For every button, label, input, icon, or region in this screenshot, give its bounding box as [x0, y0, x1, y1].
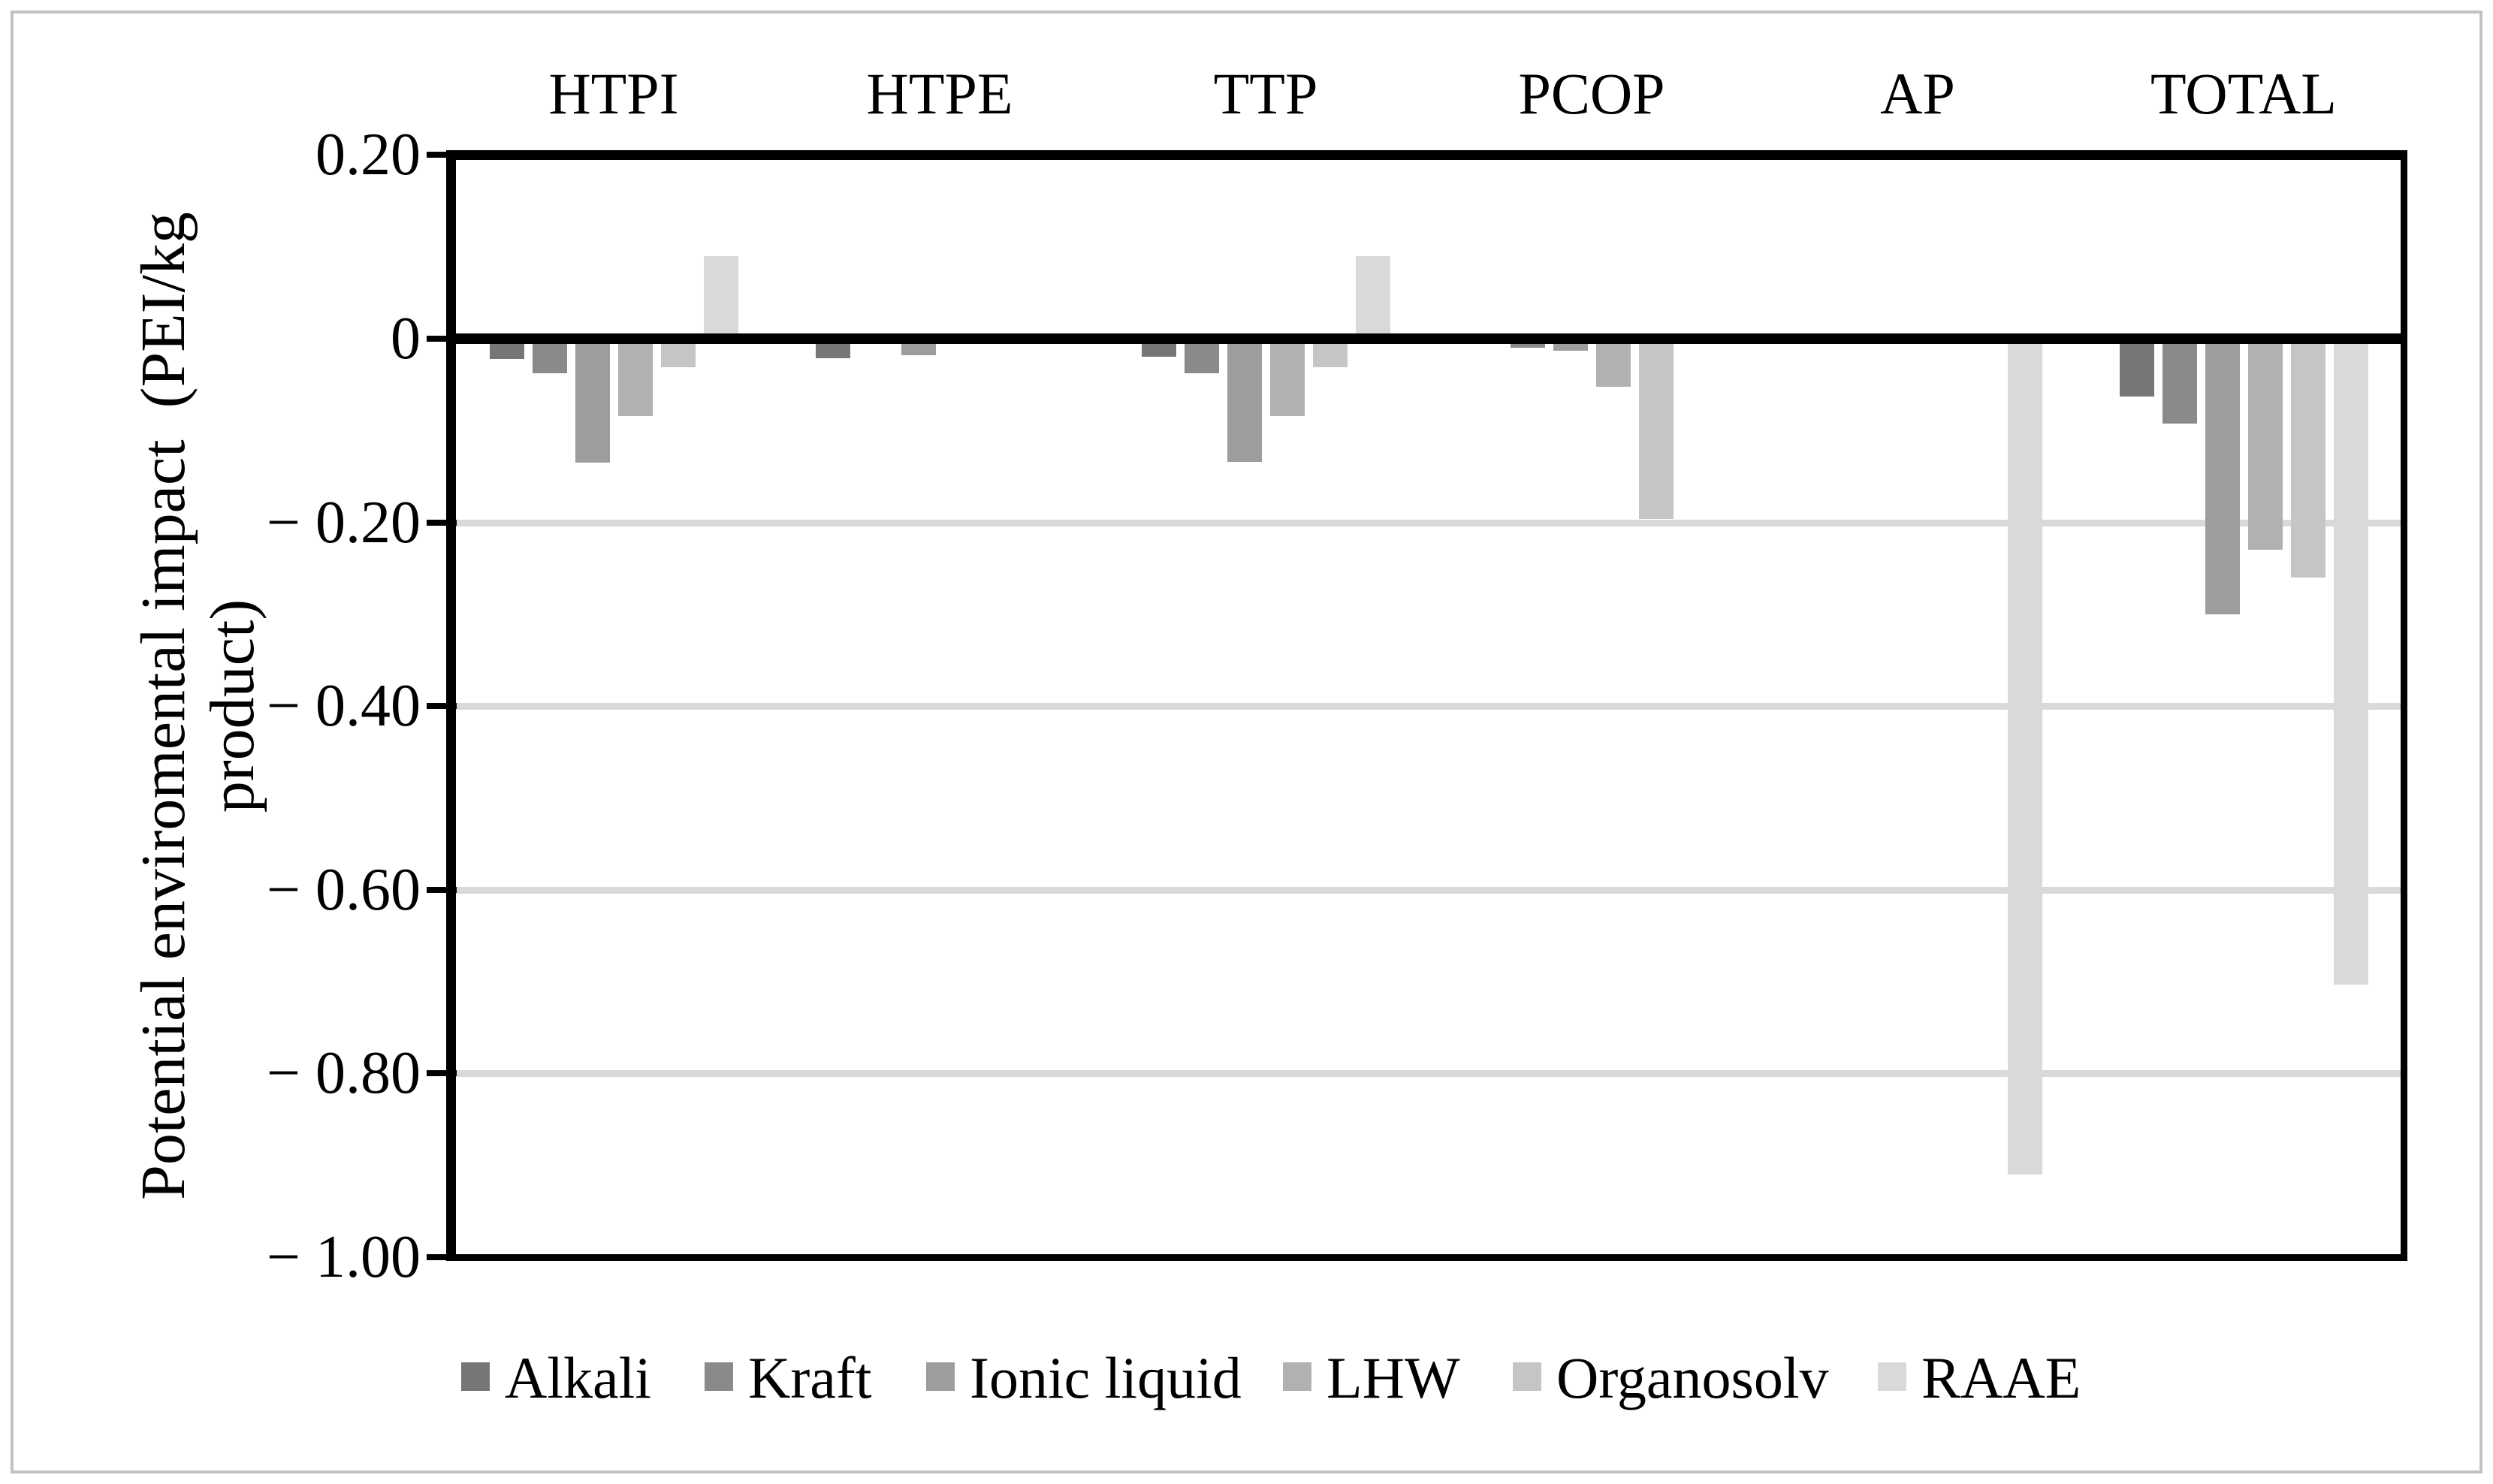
bar-ttp-raae [1356, 255, 1390, 339]
figure-border [11, 11, 2482, 1473]
y-axis-title-line1: Potential enviromental impact (PEI/kg [128, 212, 198, 1200]
y-tick-label: − 0.80 [266, 1040, 421, 1107]
bar-ttp-kraft [1185, 339, 1219, 373]
gridline [456, 886, 2401, 894]
legend-swatch-icon [1878, 1362, 1906, 1391]
legend-swatch-icon [705, 1362, 733, 1391]
legend-label: Kraft [748, 1345, 872, 1410]
y-tick-label: 0.20 [315, 122, 421, 189]
y-axis-tick [427, 336, 457, 342]
bar-htpi-raae [704, 255, 738, 339]
bar-total-lhw [2248, 339, 2283, 550]
y-tick-label: − 0.40 [266, 673, 421, 740]
bar-htpi-lhw [618, 339, 653, 416]
category-label-htpe: HTPE [866, 61, 1013, 126]
plot-right-border [2401, 150, 2407, 1261]
y-tick-label: − 0.60 [266, 856, 421, 923]
bar-total-alkali [2120, 339, 2154, 397]
bar-total-kraft [2163, 339, 2197, 424]
y-axis-tick [427, 152, 457, 158]
legend-swatch-icon [461, 1362, 490, 1391]
legend-label: Organosolv [1556, 1345, 1829, 1410]
bar-ap-raae [2008, 339, 2042, 1175]
legend-label: RAAE [1921, 1345, 2081, 1410]
category-label-htpi: HTPI [548, 61, 679, 126]
category-label-total: TOTAL [2150, 61, 2337, 126]
legend-label: Alkali [505, 1345, 651, 1410]
y-tick-label: 0 [391, 306, 421, 372]
y-axis-title: Potential enviromental impact (PEI/kg pr… [128, 75, 267, 1337]
bar-pcop-organosolv [1639, 339, 1674, 519]
legend-swatch-icon [1513, 1362, 1541, 1391]
bar-ttp-lhw [1270, 339, 1305, 416]
bar-total-raae [2334, 339, 2368, 985]
plot-top-border [446, 150, 2407, 160]
y-axis-title-line2: product) [198, 599, 267, 813]
y-axis-tick [427, 1070, 457, 1077]
gridline [456, 703, 2401, 710]
bar-total-ionic-liquid [2205, 339, 2240, 614]
bar-htpi-ionic-liquid [575, 339, 610, 463]
bar-htpi-kraft [533, 339, 567, 373]
gridline [456, 1070, 2401, 1078]
y-axis-tick [427, 519, 457, 526]
plot-bottom-border [446, 1254, 2407, 1261]
bar-pcop-lhw [1596, 339, 1631, 387]
bar-ttp-ionic-liquid [1227, 339, 1262, 462]
y-axis-tick [427, 703, 457, 710]
y-tick-label: − 1.00 [266, 1224, 421, 1290]
legend-label: Ionic liquid [970, 1345, 1242, 1410]
y-tick-label: − 0.20 [266, 489, 421, 556]
legend-label: LHW [1326, 1345, 1460, 1410]
legend-swatch-icon [1283, 1362, 1311, 1391]
category-label-pcop: PCOP [1518, 61, 1665, 126]
category-label-ap: AP [1880, 61, 1955, 126]
y-axis-tick [427, 1254, 457, 1260]
y-axis-tick [427, 886, 457, 893]
category-label-ttp: TTP [1213, 61, 1318, 126]
bar-total-organosolv [2291, 339, 2325, 578]
zero-axis-line [446, 333, 2407, 344]
gridline [456, 519, 2401, 526]
legend-swatch-icon [926, 1362, 955, 1391]
